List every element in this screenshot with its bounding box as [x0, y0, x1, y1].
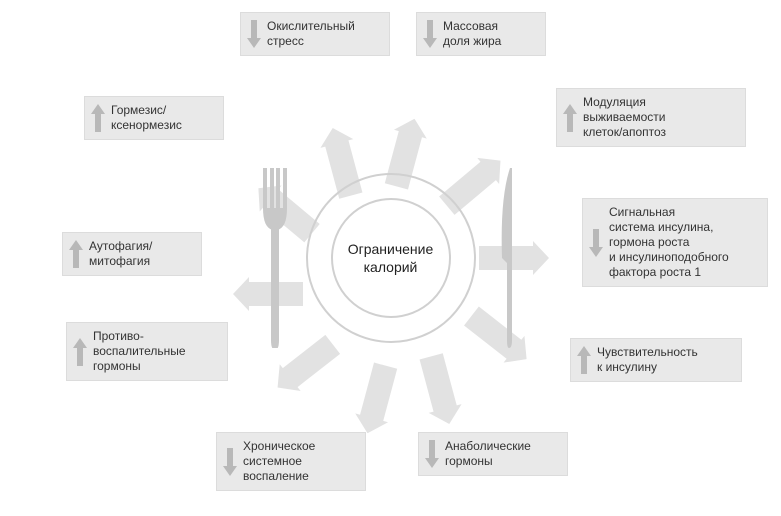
label-text-insulin_sen: Чувствительностьк инсулину	[597, 345, 698, 374]
label-text-anabolic: Анаболическиегормоны	[445, 439, 531, 468]
down-arrow-icon	[223, 448, 237, 476]
label-autophagy: Аутофагия/митофагия	[62, 232, 202, 276]
label-text-antiinfl: Противо-воспалительныегормоны	[93, 329, 186, 373]
down-arrow-icon	[423, 20, 437, 48]
center-label-line1: Ограничение	[348, 241, 434, 257]
label-text-fatmass: Массоваядоля жира	[443, 19, 501, 48]
label-chronic: Хроническоесистемноевоспаление	[216, 432, 366, 491]
label-text-chronic: Хроническоесистемноевоспаление	[243, 439, 315, 483]
label-text-autophagy: Аутофагия/митофагия	[89, 239, 152, 268]
down-arrow-icon	[589, 229, 603, 257]
down-arrow-icon	[425, 440, 439, 468]
down-arrow-icon	[247, 20, 261, 48]
up-arrow-icon	[563, 104, 577, 132]
up-arrow-icon	[73, 338, 87, 366]
label-apoptosis: Модуляциявыживаемостиклеток/апоптоз	[556, 88, 746, 147]
label-insulin_sen: Чувствительностьк инсулину	[570, 338, 742, 382]
label-insulin_sig: Сигнальнаясистема инсулина,гормона роста…	[582, 198, 768, 287]
label-anabolic: Анаболическиегормоны	[418, 432, 568, 476]
label-oxidative: Окислительныйстресс	[240, 12, 390, 56]
center-label-line2: калорий	[364, 259, 418, 275]
fork-icon	[260, 168, 290, 348]
center-plate: Ограничение калорий	[306, 173, 476, 343]
label-antiinfl: Противо-воспалительныегормоны	[66, 322, 228, 381]
label-fatmass: Массоваядоля жира	[416, 12, 546, 56]
label-text-oxidative: Окислительныйстресс	[267, 19, 355, 48]
center-label: Ограничение калорий	[348, 240, 434, 276]
label-text-insulin_sig: Сигнальнаясистема инсулина,гормона роста…	[609, 205, 729, 279]
label-hormesis: Гормезис/ксенормезис	[84, 96, 224, 140]
label-text-hormesis: Гормезис/ксенормезис	[111, 103, 182, 132]
label-text-apoptosis: Модуляциявыживаемостиклеток/апоптоз	[583, 95, 666, 139]
up-arrow-icon	[91, 104, 105, 132]
knife-icon	[496, 168, 520, 348]
up-arrow-icon	[69, 240, 83, 268]
up-arrow-icon	[577, 346, 591, 374]
